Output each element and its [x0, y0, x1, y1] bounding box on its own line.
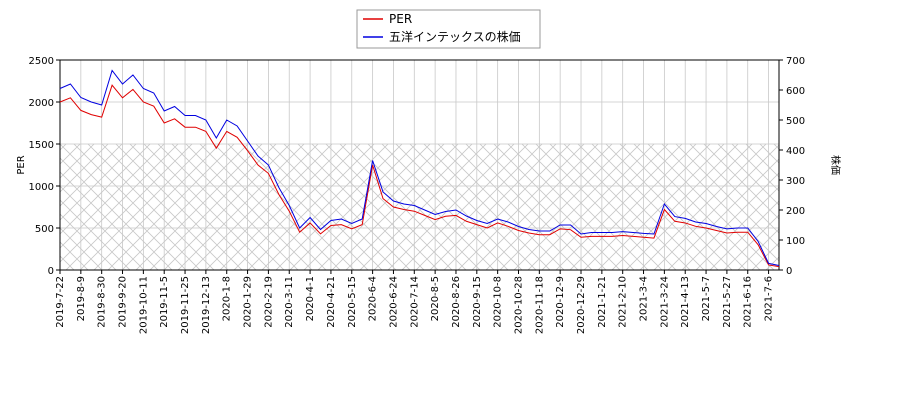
x-tick-label: 2021-3-24 [659, 276, 670, 328]
x-tick-label: 2019-12-13 [201, 276, 212, 334]
x-tick-label: 2021-1-21 [597, 276, 608, 328]
x-tick-label: 2020-8-26 [451, 276, 462, 328]
y2-tick-label: 700 [786, 56, 805, 67]
x-tick-label: 2020-2-19 [263, 276, 274, 328]
y-tick-label: 1000 [29, 182, 54, 193]
y2-tick-label: 0 [786, 266, 792, 277]
x-tick-label: 2020-10-28 [513, 276, 524, 334]
x-tick-label: 2019-7-22 [55, 276, 66, 328]
x-tick-label: 2020-6-24 [388, 276, 399, 328]
hatch-band [60, 144, 779, 270]
x-tick-label: 2021-3-4 [639, 276, 650, 321]
legend-label: 五洋インテックスの株価 [389, 29, 521, 44]
x-tick-label: 2019-10-11 [138, 276, 149, 334]
y-axis-label: PER [16, 155, 27, 174]
y2-tick-label: 200 [786, 206, 805, 217]
x-tick-label: 2021-5-7 [701, 276, 712, 321]
x-tick-label: 2020-1-29 [243, 276, 254, 328]
x-tick-label: 2020-12-9 [555, 276, 566, 328]
series-line [59, 84, 780, 268]
x-tick-label: 2020-12-29 [576, 276, 587, 334]
x-tick-label: 2021-5-27 [722, 276, 733, 328]
y2-tick-label: 500 [786, 116, 805, 127]
plot-frame [59, 59, 780, 271]
x-tick-label: 2019-8-9 [76, 276, 87, 321]
y2-axis-label: 株価 [829, 155, 842, 175]
x-tick-label: 2020-4-1 [305, 276, 316, 321]
x-tick-label: 2020-9-15 [472, 276, 483, 328]
x-tick-label: 2020-1-8 [222, 276, 233, 321]
x-tick-label: 2019-8-30 [97, 276, 108, 328]
x-tick-label: 2020-11-18 [534, 276, 545, 334]
y-tick-label: 2000 [29, 98, 54, 109]
x-tick-label: 2020-5-15 [347, 276, 358, 328]
y2-tick-label: 600 [786, 86, 805, 97]
x-tick-label: 2020-10-8 [493, 276, 504, 328]
series-line [59, 69, 780, 266]
x-tick-label: 2021-6-16 [743, 276, 754, 328]
legend-label: PER [389, 12, 412, 26]
x-tick-label: 2019-9-20 [118, 276, 129, 328]
y2-tick-label: 400 [786, 146, 805, 157]
y-tick-label: 0 [48, 266, 54, 277]
y-tick-label: 2500 [29, 56, 54, 67]
x-tick-label: 2020-4-21 [326, 276, 337, 328]
legend: PER 五洋インテックスの株価 [356, 9, 541, 49]
x-tick-label: 2020-6-4 [368, 276, 379, 321]
x-tick-label: 2021-7-6 [764, 276, 775, 321]
x-tick-label: 2020-3-11 [284, 276, 295, 328]
x-tick-label: 2021-4-13 [680, 276, 691, 328]
y2-tick-label: 100 [786, 236, 805, 247]
x-tick-label: 2020-7-14 [409, 276, 420, 328]
y-tick-label: 500 [35, 224, 54, 235]
x-tick-label: 2019-11-5 [159, 276, 170, 328]
y2-tick-label: 300 [786, 176, 805, 187]
x-tick-label: 2021-2-10 [618, 276, 629, 328]
y-tick-label: 1500 [29, 140, 54, 151]
x-tick-label: 2019-11-25 [180, 276, 191, 334]
legend-box [356, 9, 541, 49]
x-tick-label: 2020-8-5 [430, 276, 441, 321]
